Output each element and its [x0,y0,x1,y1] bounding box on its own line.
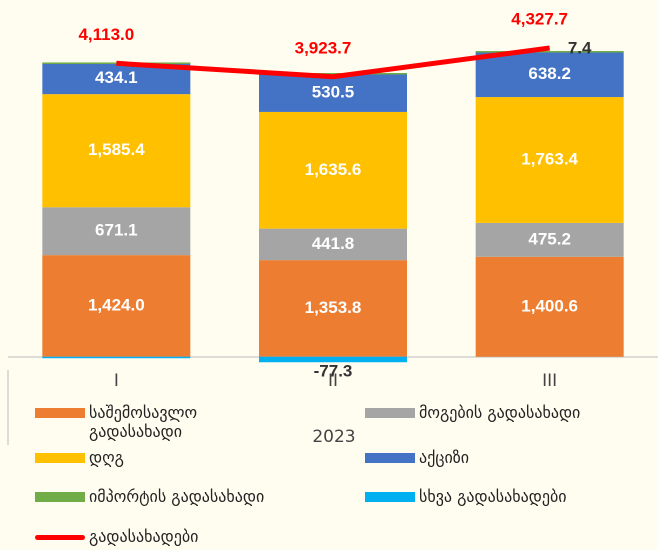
data-label: 1,585.4 [88,140,145,159]
legend-item: მოგების გადასახადი [365,403,655,422]
legend-label: საშემოსავლო გადასახადი [89,403,198,441]
data-label: 530.5 [312,82,355,101]
data-label: 475.2 [528,229,571,248]
data-label: 1,400.6 [521,296,578,315]
bar-segment [259,73,407,75]
bar-segment [259,260,407,357]
legend-item: აქციზი [365,448,655,467]
bar-segment [42,255,191,357]
bar-segment [42,207,191,256]
legend-item: საშემოსავლო გადასახადი [35,403,265,441]
legend-swatch [35,453,85,463]
data-label: 434.1 [95,68,138,87]
bar-segment [42,94,191,208]
data-label: 1,635.6 [305,160,362,179]
legend-swatch [365,492,415,502]
bar-segment [42,62,191,64]
data-label: 1,763.4 [521,149,578,168]
line-label: 4,327.7 [511,9,568,28]
legend-item: გადასახადები [35,527,265,546]
bar-segment [259,356,407,363]
data-label: 7.4 [568,39,592,58]
group-label: 2023 [312,427,355,447]
legend-item: იმპორტის გადასახადი [35,487,265,506]
bar-segment [475,97,624,223]
data-label: 441.8 [312,234,355,253]
legend-swatch [35,408,85,418]
legend-label: აქციზი [419,448,470,467]
legend-item: დღგ [35,448,265,467]
bar-segment [475,222,624,257]
legend-label: გადასახადები [89,527,199,546]
data-label: 638.2 [528,64,571,83]
line-label: 4,113.0 [78,25,134,44]
legend-label: დღგ [89,448,124,467]
data-label: 1,424.0 [88,295,145,314]
bar-segment [475,256,624,357]
legend-label: სხვა გადასახადები [419,487,567,506]
legend-swatch [365,453,415,463]
data-label: 1,353.8 [305,298,362,317]
data-label: 671.1 [95,221,138,240]
legend-swatch [35,535,85,540]
legend-label: იმპორტის გადასახადი [89,487,265,506]
legend-label: მოგების გადასახადი [419,403,581,422]
legend-swatch [365,408,415,418]
bar-segment [475,51,624,98]
x-tick-label: III [542,371,557,391]
bar-segment [42,356,191,359]
legend-item: სხვა გადასახადები [365,487,655,506]
line-label: 3,923.7 [295,38,352,57]
data-label: -77.3 [314,362,353,381]
bar-segment [259,111,407,229]
line-series [116,45,550,80]
x-tick-label: II [328,371,338,391]
bar-segment [475,51,624,53]
legend-swatch [35,492,85,502]
bar-segment [259,74,407,112]
x-tick-label: I [114,371,119,391]
bar-segment [259,228,407,261]
